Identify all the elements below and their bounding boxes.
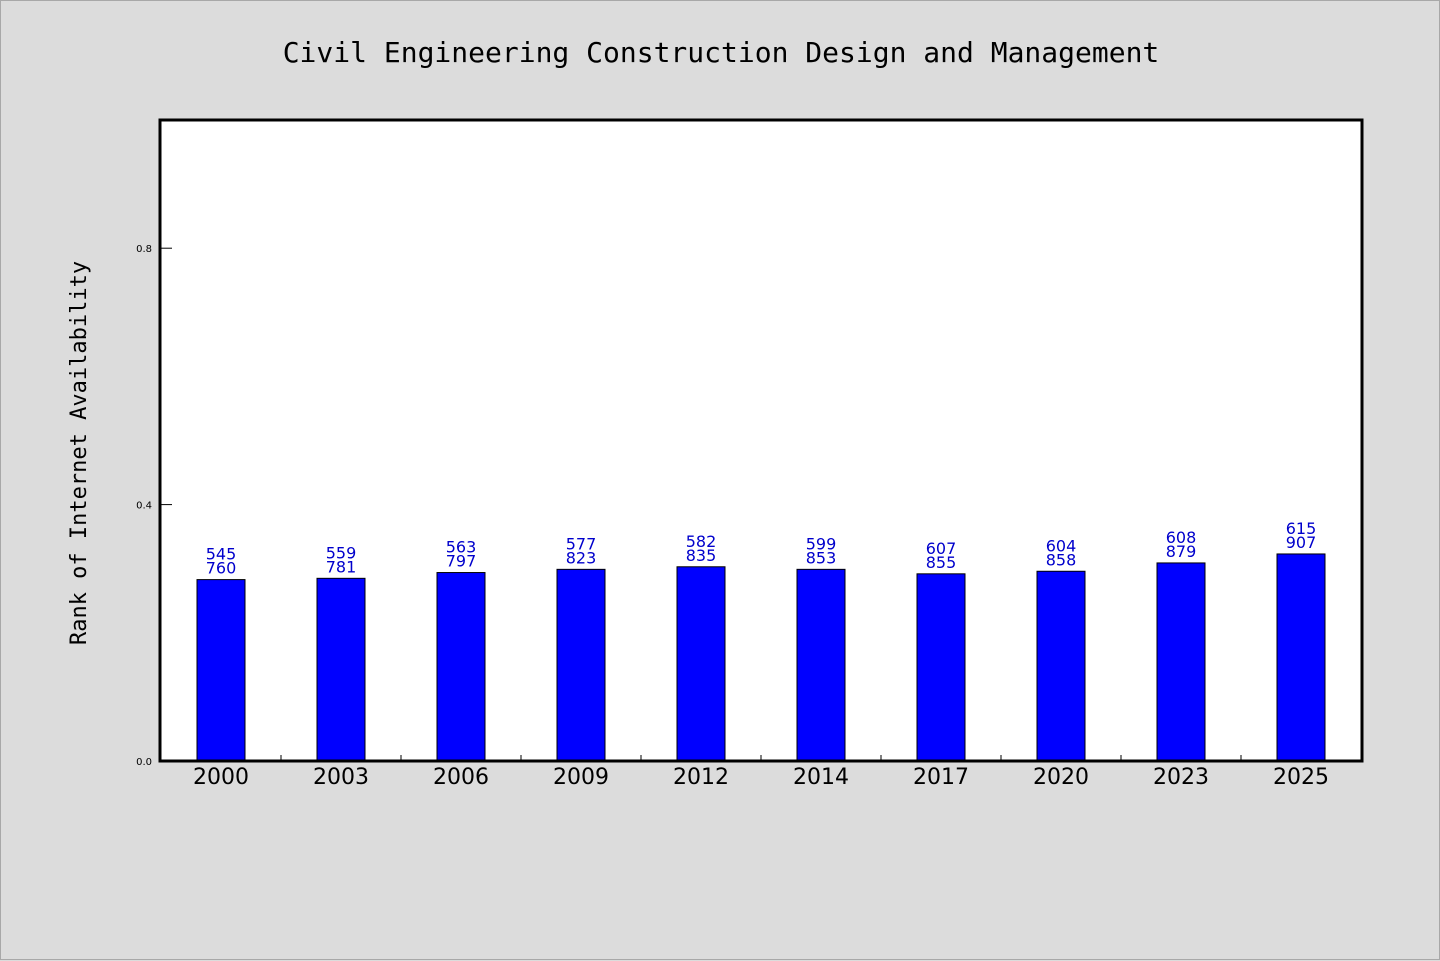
bar-data-label-bottom: 855 [926, 553, 957, 572]
bar-data-label-top: 559 [326, 543, 357, 562]
bar-data-label-top: 563 [446, 538, 477, 557]
y-tick-label: 0.0 [136, 757, 152, 768]
bar-data-label-top: 545 [206, 545, 237, 564]
x-tick-label: 2014 [793, 765, 849, 790]
x-tick-label: 2000 [193, 765, 249, 790]
bar [1276, 553, 1326, 762]
bar [196, 579, 246, 762]
bar-data-label-top: 607 [926, 539, 957, 558]
bar [676, 566, 726, 762]
bar-data-label-top: 599 [806, 534, 837, 553]
bar [1036, 570, 1086, 762]
bar-data-label-top: 615 [1286, 519, 1317, 538]
bar-data-label-bottom: 907 [1286, 533, 1317, 552]
bar-data-label-top: 604 [1046, 536, 1077, 555]
x-tick-label: 2020 [1033, 765, 1089, 790]
bar-data-label-bottom: 858 [1046, 550, 1077, 569]
bar-data-label-bottom: 760 [206, 559, 237, 578]
bar [916, 573, 966, 762]
y-tick-label: 0.4 [136, 501, 152, 512]
bar-data-label-bottom: 797 [446, 552, 477, 571]
x-tick-label: 2006 [433, 765, 489, 790]
x-tick-label: 2003 [313, 765, 369, 790]
bar [316, 577, 366, 762]
bar-data-label-bottom: 835 [686, 546, 717, 565]
bar-data-label-bottom: 853 [806, 548, 837, 567]
bar-data-label-top: 582 [686, 532, 717, 551]
bar-data-label-top: 577 [566, 534, 597, 553]
y-axis-label: Rank of Internet Availability [67, 261, 92, 645]
x-tick-label: 2025 [1273, 765, 1329, 790]
bar [436, 572, 486, 762]
x-tick-label: 2023 [1153, 765, 1209, 790]
bar-data-label-bottom: 781 [326, 557, 357, 576]
chart-title: Civil Engineering Construction Design an… [283, 36, 1160, 69]
bar [796, 568, 846, 762]
bar-data-label-bottom: 823 [566, 548, 597, 567]
bar [1156, 562, 1206, 762]
y-tick-label: 0.8 [136, 244, 152, 255]
bar-data-label-top: 608 [1166, 528, 1197, 547]
bar [556, 568, 606, 762]
x-tick-label: 2012 [673, 765, 729, 790]
plot-frame [158, 118, 1364, 763]
x-tick-label: 2017 [913, 765, 969, 790]
x-tick-label: 2009 [553, 765, 609, 790]
bar-data-label-bottom: 879 [1166, 542, 1197, 561]
